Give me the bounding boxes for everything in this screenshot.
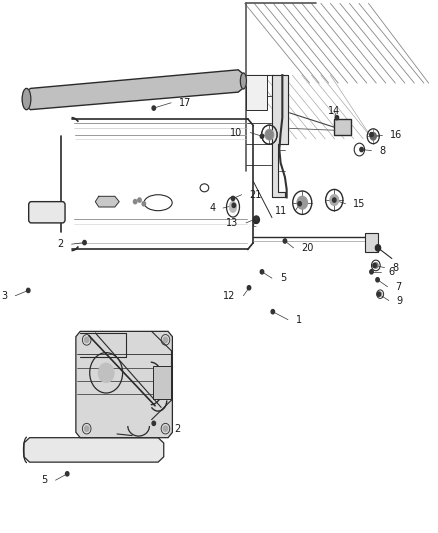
- Circle shape: [374, 263, 378, 268]
- Ellipse shape: [22, 88, 31, 110]
- Polygon shape: [76, 332, 173, 438]
- Circle shape: [376, 278, 379, 282]
- Text: 8: 8: [379, 146, 385, 156]
- Circle shape: [231, 196, 235, 200]
- Text: 6: 6: [389, 267, 395, 277]
- Text: 21: 21: [250, 190, 262, 200]
- Circle shape: [375, 245, 381, 251]
- Circle shape: [65, 472, 69, 476]
- Text: 3: 3: [1, 290, 7, 301]
- Circle shape: [330, 195, 339, 205]
- Text: c: c: [253, 222, 257, 228]
- Text: 15: 15: [353, 199, 366, 209]
- Circle shape: [83, 240, 86, 245]
- Circle shape: [163, 426, 168, 431]
- Text: 2: 2: [175, 424, 181, 434]
- Circle shape: [370, 270, 373, 274]
- Circle shape: [253, 216, 259, 223]
- Circle shape: [27, 288, 30, 293]
- Circle shape: [232, 203, 236, 207]
- Circle shape: [99, 364, 114, 382]
- Circle shape: [152, 106, 155, 110]
- Text: 13: 13: [226, 218, 238, 228]
- FancyBboxPatch shape: [246, 75, 267, 110]
- Circle shape: [378, 292, 382, 296]
- Polygon shape: [95, 196, 119, 207]
- Circle shape: [271, 310, 275, 314]
- Circle shape: [335, 116, 339, 120]
- Ellipse shape: [240, 73, 247, 89]
- Text: 16: 16: [390, 130, 402, 140]
- FancyBboxPatch shape: [334, 119, 351, 135]
- FancyBboxPatch shape: [153, 366, 171, 399]
- Circle shape: [298, 201, 301, 206]
- Text: 4: 4: [209, 203, 215, 213]
- Polygon shape: [23, 70, 246, 110]
- Circle shape: [370, 133, 376, 140]
- FancyBboxPatch shape: [365, 233, 378, 252]
- Text: 1: 1: [296, 314, 302, 325]
- Text: 11: 11: [276, 206, 287, 216]
- Circle shape: [163, 337, 168, 343]
- Circle shape: [254, 216, 258, 221]
- Circle shape: [377, 292, 381, 296]
- Circle shape: [152, 421, 155, 425]
- Text: 14: 14: [328, 106, 340, 116]
- Circle shape: [85, 337, 89, 343]
- Circle shape: [138, 198, 141, 202]
- Text: 7: 7: [396, 282, 402, 292]
- Circle shape: [134, 199, 137, 204]
- Text: 5: 5: [42, 475, 48, 485]
- Circle shape: [142, 201, 145, 206]
- Circle shape: [260, 134, 264, 139]
- Text: 10: 10: [230, 127, 243, 138]
- Circle shape: [297, 196, 307, 209]
- Polygon shape: [24, 438, 164, 462]
- Circle shape: [370, 133, 373, 137]
- Circle shape: [260, 270, 264, 274]
- Circle shape: [85, 426, 89, 431]
- FancyBboxPatch shape: [28, 201, 65, 223]
- Circle shape: [360, 148, 363, 152]
- Polygon shape: [272, 75, 288, 197]
- Circle shape: [373, 263, 376, 268]
- Text: 12: 12: [223, 290, 236, 301]
- Text: 20: 20: [301, 243, 314, 253]
- Text: 17: 17: [179, 98, 191, 108]
- Text: 9: 9: [397, 295, 403, 305]
- Circle shape: [247, 286, 251, 290]
- Circle shape: [283, 239, 286, 243]
- Circle shape: [265, 130, 274, 140]
- Text: 2: 2: [57, 239, 64, 249]
- Ellipse shape: [230, 201, 237, 212]
- Circle shape: [265, 130, 274, 140]
- Text: 5: 5: [280, 273, 286, 283]
- Text: 8: 8: [392, 263, 399, 272]
- Circle shape: [332, 198, 336, 202]
